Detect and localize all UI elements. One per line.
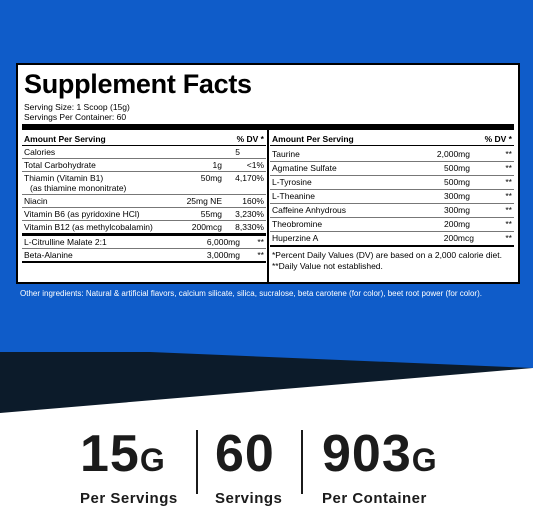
stat-number: 15	[80, 425, 140, 483]
ingredient-row: Theobromine 200mg **	[270, 218, 514, 232]
serving-size: Serving Size: 1 Scoop (15g)	[24, 102, 130, 112]
nutrient-row: Niacin 25mg NE 160%	[22, 196, 266, 208]
stat-unit: G	[411, 442, 438, 478]
stat-number: 60	[215, 425, 275, 483]
amount-per-serving-label: Amount Per Serving	[24, 134, 106, 144]
right-column: Amount Per Serving % DV * Taurine 2,000mg…	[270, 134, 514, 272]
stat-separator	[301, 430, 303, 494]
ingredient-row: Agmatine Sulfate 500mg **	[270, 162, 514, 176]
servings-per-container: Servings Per Container: 60	[24, 112, 127, 122]
ingredient-row: L-Theanine 300mg **	[270, 190, 514, 204]
dv-label: % DV *	[484, 134, 512, 144]
stat-label: Per Container	[322, 490, 427, 507]
nutrient-row: Thiamin (Vitamin B1) (as thiamine mononit…	[22, 173, 266, 195]
nutrient-row: Vitamin B6 (as pyridoxine HCl) 55mg 3,230%	[22, 209, 266, 221]
white-wave	[0, 368, 533, 508]
nutrient-row: L-Citrulline Malate 2:1 6,000mg **	[22, 237, 266, 249]
column-divider	[267, 130, 269, 282]
nutrient-row: Total Carbohydrate 1g <1%	[22, 160, 266, 172]
stat-container-weight: 903G Per Container	[322, 428, 438, 507]
left-column: Amount Per Serving % DV * Calories 5 Tota…	[22, 134, 266, 263]
panel-title: Supplement Facts	[24, 69, 252, 99]
ingredient-row: Huperzine A 200mcg **	[270, 232, 514, 247]
stat-number: 903	[322, 425, 412, 483]
stat-unit: G	[139, 442, 166, 478]
left-header: Amount Per Serving % DV *	[22, 134, 266, 146]
stat-separator	[196, 430, 198, 494]
nutrient-row: Calories 5	[22, 146, 266, 159]
right-header: Amount Per Serving % DV *	[270, 134, 514, 146]
nutrient-row: Beta-Alanine 3,000mg **	[22, 249, 266, 263]
stat-label: Per Servings	[80, 490, 178, 507]
nutrient-row: Vitamin B12 (as methylcobalamin) 200mcg 8,…	[22, 221, 266, 236]
thick-divider	[22, 124, 514, 130]
amount-per-serving-label: Amount Per Serving	[272, 134, 354, 144]
supplement-facts-panel: Supplement Facts Serving Size: 1 Scoop (…	[16, 63, 520, 284]
ingredient-row: L-Tyrosine 500mg **	[270, 176, 514, 190]
other-ingredients: Other ingredients: Natural & artificial …	[20, 289, 482, 298]
ingredient-row: Caffeine Anhydrous 300mg **	[270, 204, 514, 218]
dv-footnote: *Percent Daily Values (DV) are based on …	[272, 250, 502, 260]
stat-label: Servings	[215, 490, 283, 507]
not-established-footnote: **Daily Value not established.	[272, 261, 383, 271]
stat-servings: 60 Servings	[215, 428, 282, 507]
dv-label: % DV *	[236, 134, 264, 144]
stats-bar: 15G Per Servings 60 Servings 903G Per Co…	[0, 420, 533, 508]
stat-serving-weight: 15G Per Servings	[80, 428, 178, 507]
ingredient-row: Taurine 2,000mg **	[270, 148, 514, 162]
